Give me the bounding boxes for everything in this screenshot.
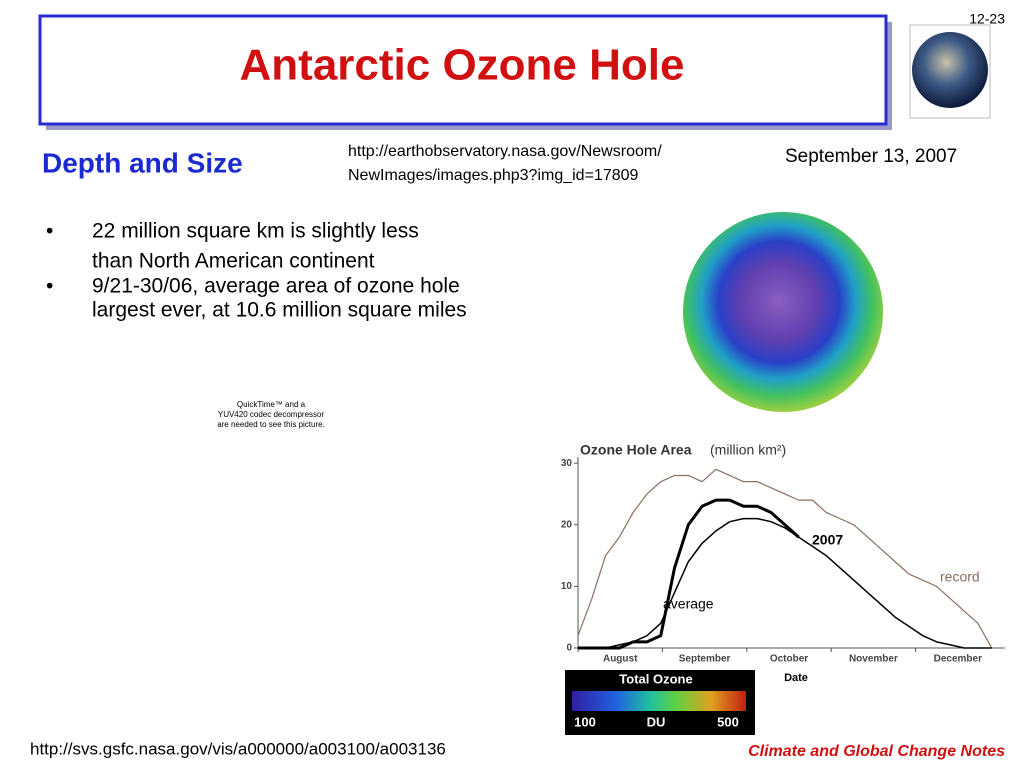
series-label: 2007	[812, 532, 843, 548]
x-tick-label: October	[770, 654, 808, 665]
subtitle: Depth and Size	[42, 147, 243, 178]
bullet-text: largest ever, at 10.6 million square mil…	[92, 299, 467, 322]
placeholder-text: QuickTime™ and a	[237, 400, 306, 409]
bullet-text: than North American continent	[92, 250, 375, 273]
series-label: record	[940, 569, 980, 585]
x-tick-label: September	[679, 654, 731, 665]
title-box	[38, 14, 888, 126]
x-tick-label: December	[934, 654, 982, 665]
date: September 13, 2007	[785, 146, 957, 167]
x-tick-label: August	[603, 654, 638, 665]
color-scale-max: 500	[717, 714, 739, 729]
color-scale-unit: DU	[647, 714, 666, 729]
earth-image	[912, 32, 988, 108]
bullet-text: 9/21-30/06, average area of ozone hole	[92, 275, 460, 298]
series-line	[578, 498, 800, 650]
ozone-map	[683, 212, 883, 412]
bullet-marker: •	[46, 275, 53, 298]
source-url: http://earthobservatory.nasa.gov/Newsroo…	[348, 143, 662, 160]
y-tick-label: 20	[561, 519, 573, 530]
x-axis-label: Date	[784, 672, 808, 684]
bullet-marker: •	[46, 220, 53, 243]
source-url: NewImages/images.php3?img_id=17809	[348, 167, 639, 184]
slide-number: 12-23	[969, 11, 1005, 27]
color-scale-title: Total Ozone	[619, 671, 692, 686]
ozone-chart: Ozone Hole Area (million km²) Date 0 10 20…	[561, 442, 1005, 684]
bullet-text: 22 million square km is slightly less	[92, 220, 419, 243]
y-tick-label: 10	[561, 581, 573, 592]
color-scale-bar	[572, 691, 746, 711]
series-line	[578, 517, 992, 649]
color-scale-min: 100	[574, 714, 596, 729]
title: Antarctic Ozone Hole	[240, 41, 685, 90]
chart-units: (million km²)	[710, 442, 786, 458]
series-label: average	[663, 596, 714, 612]
placeholder-text: YUV420 codec decompressor	[218, 410, 325, 419]
x-tick-label: November	[849, 654, 898, 665]
placeholder-text: are needed to see this picture.	[217, 420, 325, 429]
footer-url: http://svs.gsfc.nasa.gov/vis/a000000/a00…	[30, 739, 446, 758]
y-tick-label: 30	[561, 458, 573, 469]
chart-title: Ozone Hole Area	[580, 442, 692, 458]
footer: Climate and Global Change Notes	[748, 743, 1005, 760]
y-tick-label: 0	[566, 643, 572, 654]
series-line	[577, 468, 993, 649]
